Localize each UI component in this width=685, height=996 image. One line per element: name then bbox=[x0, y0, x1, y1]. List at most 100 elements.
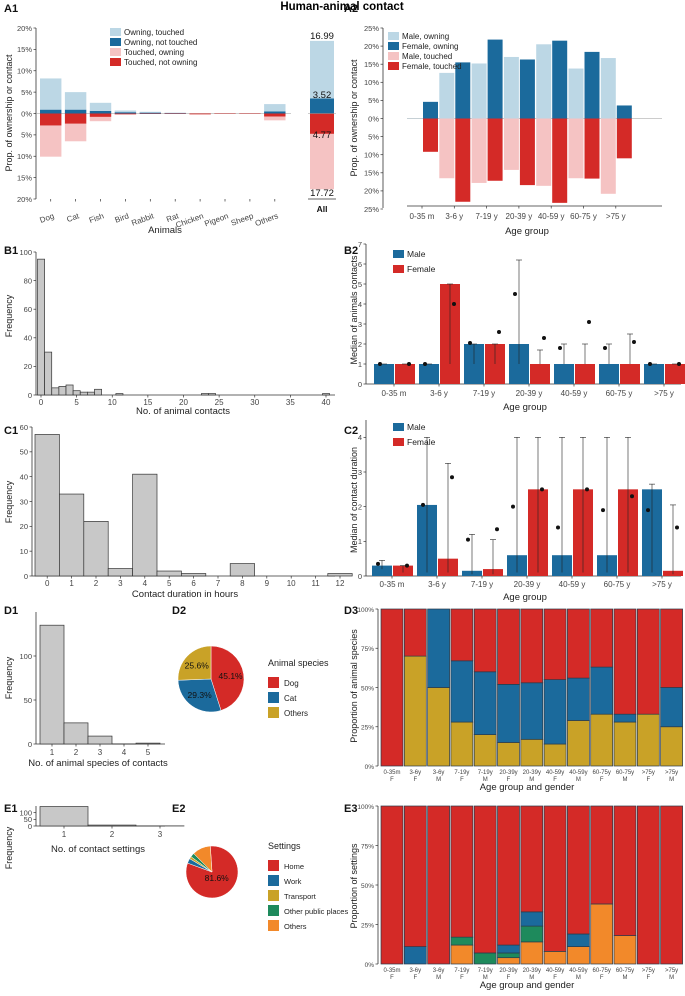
bar-touched-not-owning bbox=[189, 113, 211, 115]
y-axis-title: Prop. of ownership or contact bbox=[4, 54, 14, 172]
x-axis-title: No. of animal species of contacts bbox=[28, 758, 168, 769]
stacked-bar-segment bbox=[450, 805, 474, 938]
x-tick-label: >75 y bbox=[606, 212, 626, 221]
histogram-bar bbox=[37, 258, 45, 396]
x-tick-label: 5 bbox=[74, 398, 79, 407]
x-tick-label: M bbox=[623, 777, 628, 783]
y-tick-label: 20 bbox=[20, 522, 28, 531]
histogram-bar bbox=[87, 391, 95, 396]
x-tick-label: 40-59y bbox=[546, 968, 564, 974]
histogram-bar bbox=[115, 393, 124, 396]
mean-point bbox=[513, 292, 517, 296]
stacked-bar-segment bbox=[567, 933, 590, 947]
legend-label: Female, owning bbox=[402, 42, 458, 51]
legend-label: Female bbox=[407, 264, 436, 274]
x-tick-label: 60-75y bbox=[593, 770, 611, 776]
stacked-bar-segment bbox=[590, 805, 614, 905]
legend-title: Settings bbox=[268, 841, 301, 851]
stacked-bar-segment bbox=[520, 805, 544, 913]
bar-touched-not-owning bbox=[40, 113, 62, 126]
x-tick-label: 60-75y bbox=[616, 968, 634, 974]
x-tick-label: 11 bbox=[311, 579, 320, 588]
x-tick-label: 7-19y bbox=[478, 968, 493, 974]
mean-point bbox=[601, 508, 605, 513]
legend-swatch bbox=[268, 920, 279, 931]
x-tick-label: 25 bbox=[215, 398, 224, 407]
stacked-bar-segment bbox=[567, 805, 590, 935]
stacked-bar-segment bbox=[660, 687, 683, 728]
stacked-bar-segment bbox=[450, 944, 474, 965]
y-axis-title: Frequency bbox=[4, 656, 14, 699]
x-axis-title: Age group and gender bbox=[480, 980, 575, 991]
histogram-bar bbox=[39, 624, 65, 745]
all-label: All bbox=[317, 204, 328, 214]
legend-swatch bbox=[110, 28, 121, 36]
stacked-bar-segment bbox=[380, 608, 404, 767]
histogram-bar bbox=[135, 742, 161, 745]
y-tick-label: 4 bbox=[358, 300, 362, 309]
stacked-bar-segment bbox=[567, 946, 590, 965]
histogram-bar bbox=[39, 806, 89, 827]
x-tick-label: 0-35 m bbox=[382, 389, 407, 398]
stacked-bar-segment bbox=[660, 726, 683, 767]
legend-swatch bbox=[268, 905, 279, 916]
histogram-bar bbox=[65, 384, 74, 396]
stacked-bar-segment bbox=[520, 925, 544, 943]
stacked-bar-segment bbox=[497, 944, 520, 954]
mean-point bbox=[450, 475, 454, 480]
legend-label: Transport bbox=[284, 892, 317, 901]
panel-label: C1 bbox=[4, 425, 18, 437]
y-tick-label: 25% bbox=[361, 725, 374, 732]
y-tick-label: 3 bbox=[358, 468, 362, 477]
x-tick-label: 8 bbox=[240, 579, 245, 588]
legend-label: Touched, not owning bbox=[124, 58, 197, 67]
y-tick-label: 0% bbox=[368, 114, 379, 123]
mean-point bbox=[407, 362, 411, 366]
bar-female bbox=[665, 364, 685, 384]
x-tick-label: 3-6y bbox=[433, 968, 445, 974]
all-label-owning-not-touched: 3.52 bbox=[313, 90, 332, 101]
y-axis-title: Prop. of ownership or contact bbox=[349, 59, 359, 177]
histogram-bar bbox=[181, 573, 207, 577]
bar-male bbox=[419, 364, 439, 384]
stacked-bar-segment bbox=[543, 951, 567, 965]
x-tick-label: >75 y bbox=[652, 580, 672, 589]
bar-female-owning bbox=[519, 59, 535, 119]
histogram-bar bbox=[156, 570, 182, 577]
pie-slice bbox=[193, 845, 213, 873]
bar-male bbox=[372, 565, 392, 576]
legend-label: Owning, not touched bbox=[124, 38, 197, 47]
x-tick-label: 40 bbox=[322, 398, 331, 407]
x-tick-label: 3-6y bbox=[409, 770, 421, 776]
x-tick-label: 5 bbox=[167, 579, 172, 588]
x-tick-label: 0-35m bbox=[383, 968, 400, 974]
mean-point bbox=[466, 537, 470, 542]
histogram-bar bbox=[208, 393, 216, 396]
x-tick-label: 15 bbox=[143, 398, 152, 407]
legend-swatch bbox=[110, 48, 121, 56]
y-tick-label: 0% bbox=[365, 764, 375, 771]
panel-label: A1 bbox=[4, 3, 18, 15]
legend-swatch bbox=[268, 860, 279, 871]
stacked-bar-segment bbox=[613, 805, 637, 936]
stacked-bar-segment bbox=[660, 608, 683, 688]
bar-female-owning bbox=[455, 62, 471, 119]
mean-point bbox=[542, 336, 546, 340]
x-tick-label: 7-19 y bbox=[473, 389, 495, 398]
y-tick-label: 100 bbox=[19, 248, 32, 257]
stacked-bar-segment bbox=[427, 805, 450, 965]
x-tick-label: 60-75y bbox=[616, 770, 634, 776]
bar-owning-touched bbox=[40, 78, 62, 110]
x-tick-label: 20-39 y bbox=[516, 389, 543, 398]
stacked-bar-segment bbox=[473, 952, 497, 965]
stacked-bar-segment bbox=[473, 734, 497, 767]
bar-female-touched bbox=[552, 118, 568, 203]
mean-point bbox=[421, 502, 425, 507]
x-tick-label: 35 bbox=[286, 398, 295, 407]
x-tick-label: 20-39y bbox=[499, 968, 517, 974]
histogram-bar bbox=[201, 393, 209, 396]
y-tick-label: 0 bbox=[358, 380, 362, 389]
mean-point bbox=[468, 341, 472, 345]
y-tick-label: 50 bbox=[24, 696, 32, 705]
